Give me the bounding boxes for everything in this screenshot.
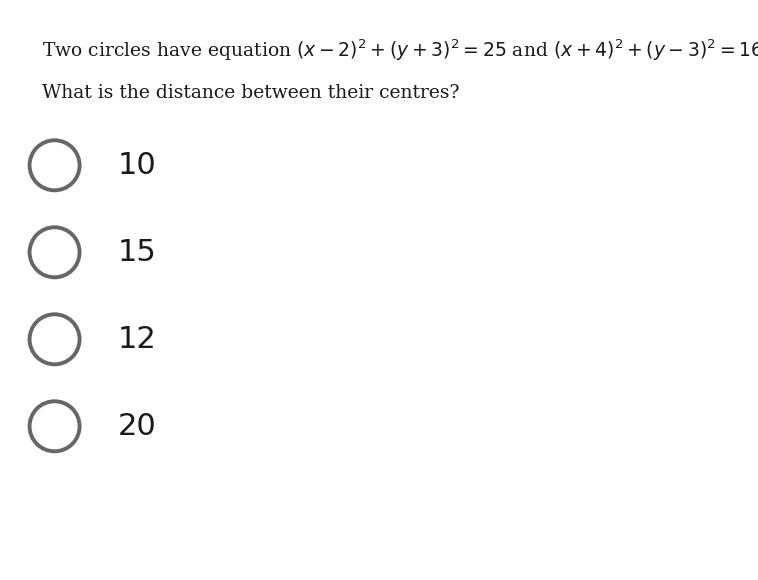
Text: 10: 10 xyxy=(117,151,156,180)
Text: 15: 15 xyxy=(117,238,156,267)
Text: What is the distance between their centres?: What is the distance between their centr… xyxy=(42,84,459,102)
Text: Two circles have equation $(x-2)^{2}+(y+3)^{2}=25$ and $(x+4)^{2}+(y-3)^{2}=16$.: Two circles have equation $(x-2)^{2}+(y+… xyxy=(42,38,758,63)
Text: 12: 12 xyxy=(117,325,156,354)
Text: 20: 20 xyxy=(117,412,156,441)
